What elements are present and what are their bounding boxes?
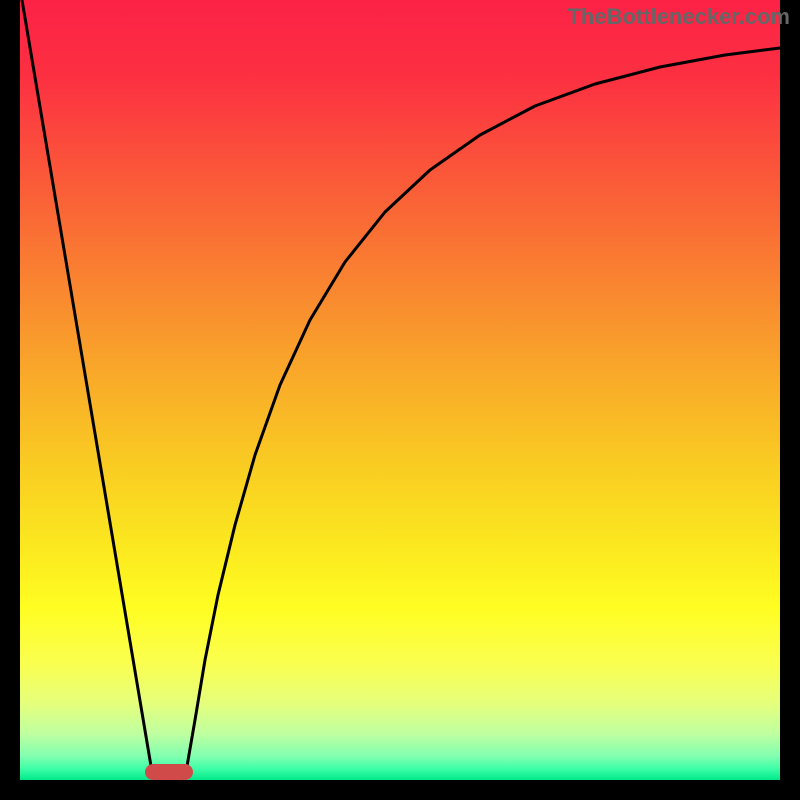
bottleneck-chart [0,0,800,800]
watermark-text: TheBottlenecker.com [567,4,790,30]
optimal-marker [145,764,193,780]
chart-container: TheBottlenecker.com [0,0,800,800]
